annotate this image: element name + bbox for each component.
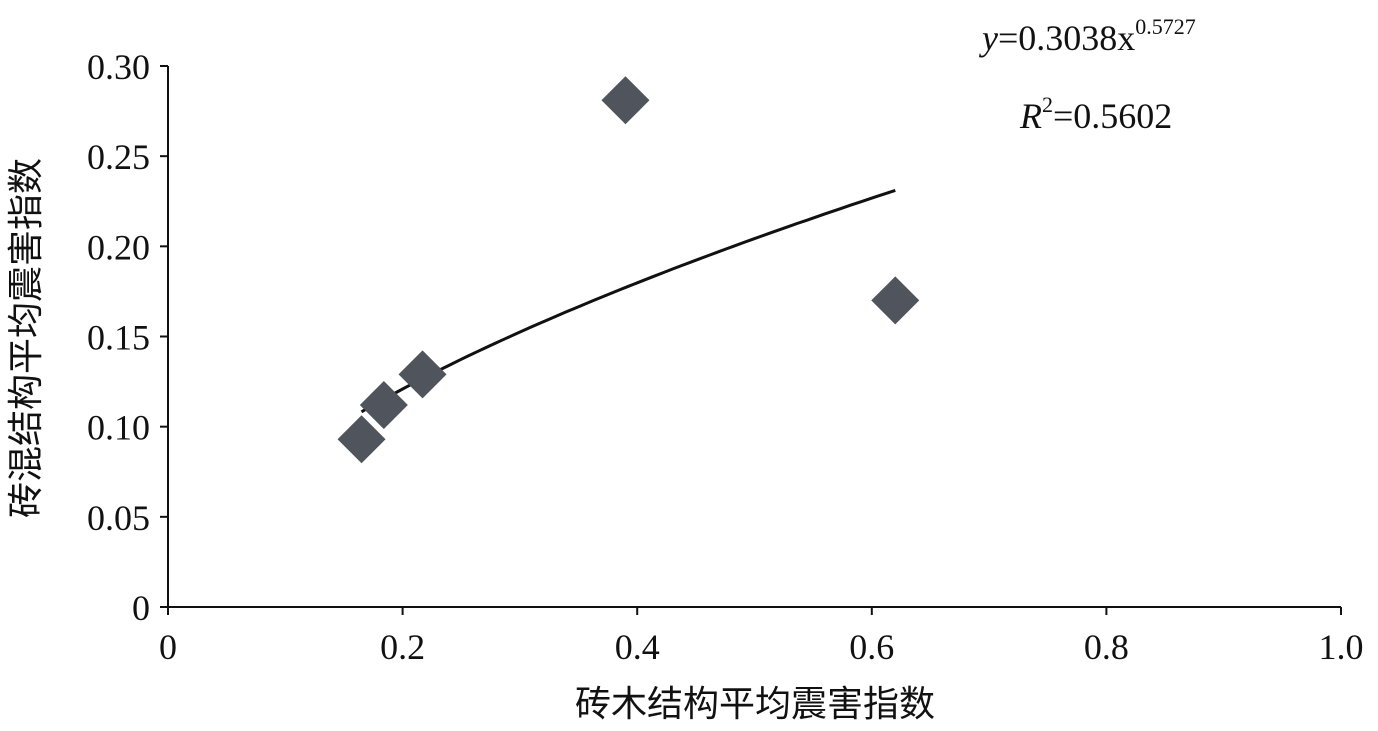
x-tick-label: 0.4 bbox=[615, 627, 660, 667]
y-tick-label: 0.10 bbox=[87, 408, 150, 448]
data-points bbox=[337, 76, 920, 464]
x-axis-label: 砖木结构平均震害指数 bbox=[575, 684, 935, 724]
data-point bbox=[398, 350, 447, 399]
y-axis-label: 砖混结构平均震害指数 bbox=[6, 158, 46, 518]
ticks: 0 0.2 0.4 0.6 0.8 1.0 0 0.05 0.10 0.15 0.20 0.25 0.3… bbox=[87, 47, 1364, 667]
y-tick-label: 0.05 bbox=[87, 498, 150, 538]
y-tick-label: 0.15 bbox=[87, 318, 150, 358]
trend-equation: y=0.3038x0.5727 bbox=[979, 14, 1196, 58]
x-tick-label: 0.6 bbox=[849, 627, 894, 667]
y-tick-label: 0.25 bbox=[87, 137, 150, 177]
y-tick-label: 0.30 bbox=[87, 47, 150, 87]
x-tick-label: 0 bbox=[159, 627, 177, 667]
data-point bbox=[337, 415, 386, 464]
data-point bbox=[359, 381, 408, 430]
data-point bbox=[601, 76, 650, 125]
data-point bbox=[871, 276, 920, 325]
x-tick-label: 1.0 bbox=[1319, 627, 1364, 667]
trendline bbox=[360, 188, 896, 414]
r-squared: R2=0.5602 bbox=[1019, 92, 1172, 136]
y-tick-label: 0.20 bbox=[87, 227, 150, 267]
axes bbox=[167, 66, 1341, 608]
x-tick-label: 0.2 bbox=[380, 627, 425, 667]
x-tick-label: 0.8 bbox=[1084, 627, 1129, 667]
y-tick-label: 0 bbox=[132, 588, 150, 628]
